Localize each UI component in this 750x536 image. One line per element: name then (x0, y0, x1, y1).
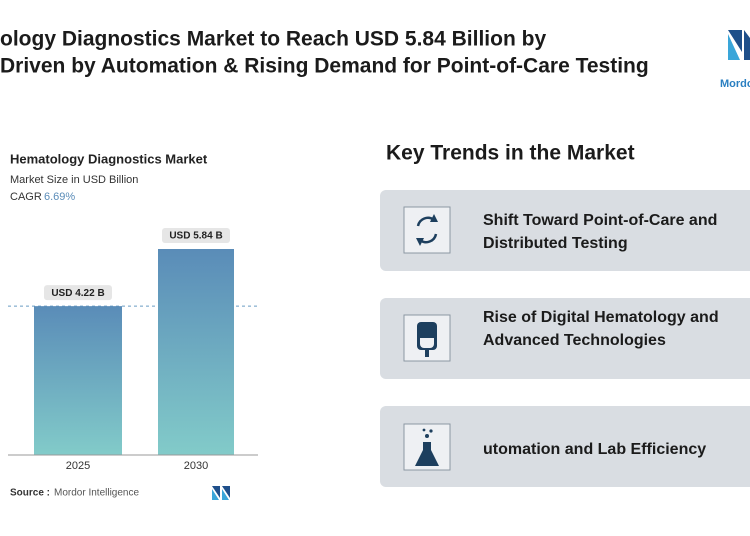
trends-heading: Key Trends in the Market (386, 142, 635, 165)
value-label-bg (44, 285, 112, 301)
trend-card: utomation and Lab Efficiency (380, 406, 750, 487)
logo-text: Mordor (720, 78, 750, 90)
trend-text: utomation and Lab Efficiency (483, 441, 706, 458)
value-label-bg (162, 228, 230, 243)
bar (34, 306, 122, 455)
trend-text: Rise of Digital Hematology and (483, 309, 719, 326)
value-label: USD 5.84 B (169, 231, 222, 242)
plot: USD 4.22 B 2025 USD 5.84 B 2030 (8, 228, 258, 472)
trend-text: Advanced Technologies (483, 332, 666, 349)
trend-text: Distributed Testing (483, 235, 628, 252)
chart-title: Hematology Diagnostics Market (10, 151, 208, 166)
source-logo (212, 486, 230, 500)
bar (158, 249, 234, 455)
x-tick-label: 2030 (184, 460, 208, 472)
cagr-value: 6.69% (44, 191, 75, 203)
trend-text: Shift Toward Point-of-Care and (483, 212, 717, 229)
source: Mordor Intelligence (54, 488, 139, 499)
source-label: Source : (10, 488, 50, 499)
logo-icon (728, 30, 750, 60)
trend-card: Rise of Digital Hematology and Advanced … (380, 298, 750, 379)
x-tick-label: 2025 (66, 460, 90, 472)
trend-card: Shift Toward Point-of-Care and Distribut… (380, 190, 750, 271)
cagr-label: CAGR (10, 191, 42, 203)
title-line: Driven by Automation & Rising Demand for… (0, 55, 649, 78)
value-label: USD 4.22 B (51, 288, 104, 299)
chart-subtitle: Market Size in USD Billion (10, 174, 138, 186)
title-line: ology Diagnostics Market to Reach USD 5.… (0, 28, 546, 51)
